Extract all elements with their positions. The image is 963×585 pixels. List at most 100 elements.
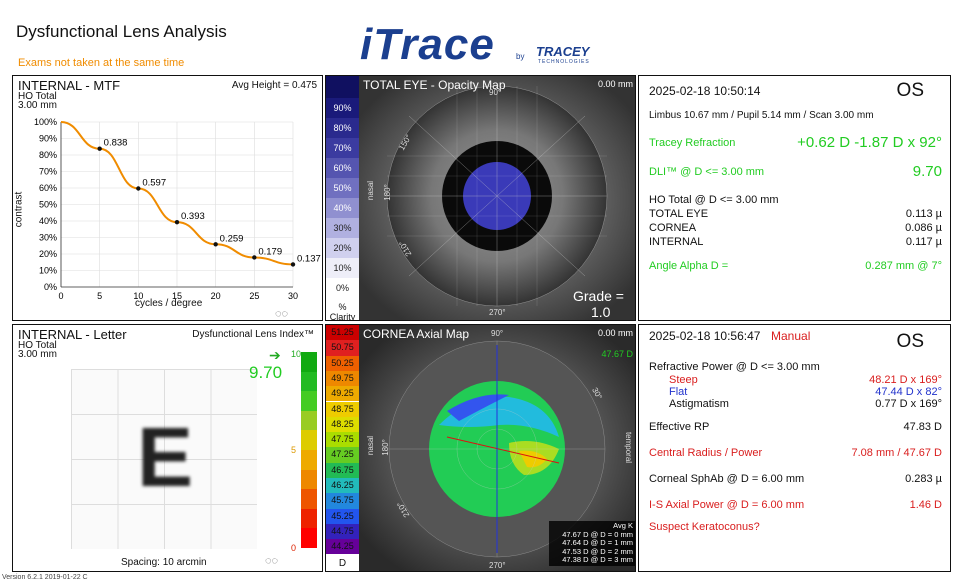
axial-swatch: 48.25 bbox=[326, 416, 359, 433]
x-tick-label: 25 bbox=[249, 291, 259, 301]
axial-angle-180: 180° bbox=[380, 439, 390, 456]
info1-date: 2025-02-18 10:50:14 bbox=[649, 84, 761, 98]
info2-date: 2025-02-18 10:56:47 bbox=[649, 329, 761, 343]
info2-eye: OS bbox=[896, 331, 924, 352]
effective-rp-label: Effective RP bbox=[649, 421, 710, 433]
grade-value: 1.0 bbox=[591, 304, 611, 320]
dli-index-label: Dysfunctional Lens Index™ bbox=[192, 329, 314, 340]
letter-grid: E bbox=[71, 369, 257, 549]
axial-top-right: 47.67 D bbox=[601, 349, 633, 359]
opacity-angle-90: 90° bbox=[489, 88, 502, 97]
itrace-logo: iTrace by TRACEY TECHNOLOGIES bbox=[360, 20, 620, 72]
clarity-scale: 90% 80% 70% 60% 50% 40% 30% 20% 10% 0%% Clarity bbox=[326, 76, 360, 321]
dli-bar-segment bbox=[301, 508, 317, 529]
mtf-chart: 0% 10% 20% 30% 40% 50% 60% 70% 80% 90% 100% 0 5 10 15 2… bbox=[34, 117, 321, 301]
axial-swatch: 45.75 bbox=[326, 493, 359, 509]
axial-angle-270: 270° bbox=[489, 561, 506, 570]
clarity-swatch: 70% bbox=[326, 138, 359, 158]
opacity-angle-180: 180° bbox=[382, 184, 392, 201]
dli-scale-top: 10 bbox=[291, 349, 302, 359]
avgk-line: 47.38 D @ D = 3 mm bbox=[562, 555, 633, 564]
axial-swatch: 45.25 bbox=[326, 508, 359, 524]
x-tick-label: 15 bbox=[172, 291, 182, 301]
flat-label: Flat bbox=[669, 386, 688, 398]
opacity-nasal: nasal bbox=[366, 180, 376, 201]
exam-warning: Exams not taken at the same time bbox=[18, 57, 185, 69]
mtf-data-label: 0.259 bbox=[220, 233, 244, 244]
axial-title: CORNEA Axial Map bbox=[363, 327, 470, 341]
dli-bar-segment bbox=[301, 371, 317, 392]
clarity-foot: Clarity bbox=[329, 312, 356, 321]
info1-eye: OS bbox=[896, 80, 924, 101]
mtf-xlabel: cycles / degree bbox=[135, 298, 203, 309]
y-tick-label: 20% bbox=[39, 249, 57, 259]
logo-text: iTrace bbox=[360, 20, 495, 69]
axial-swatch: 48.75 bbox=[326, 401, 359, 417]
x-tick-label: 5 bbox=[97, 291, 102, 301]
x-tick-label: 0 bbox=[58, 291, 63, 301]
ho-total-label: HO Total @ D <= 3.00 mm bbox=[649, 194, 779, 206]
logo-brand: TRACEY bbox=[536, 44, 590, 59]
mtf-title: INTERNAL - MTF bbox=[18, 78, 121, 93]
angle-alpha-value: 0.287 mm @ 7° bbox=[865, 260, 942, 272]
axial-panel: 51.25 50.75 50.25 49.75 49.25 48.75 48.25 47.75… bbox=[325, 324, 636, 572]
ho-row-2-label: CORNEA bbox=[649, 222, 697, 234]
logo-brand-sub: TECHNOLOGIES bbox=[538, 59, 590, 65]
y-tick-label: 30% bbox=[39, 233, 57, 243]
mtf-data-point bbox=[290, 262, 296, 267]
y-tick-label: 80% bbox=[39, 150, 57, 160]
x-tick-label: 30 bbox=[288, 291, 298, 301]
angle-alpha-label: Angle Alpha D = bbox=[649, 260, 729, 272]
axial-scale: 51.25 50.75 50.25 49.75 49.25 48.75 48.25 47.75… bbox=[326, 325, 360, 571]
axial-nasal: nasal bbox=[366, 435, 376, 456]
avgk-line: 47.53 D @ D = 2 mm bbox=[562, 546, 633, 556]
dli-bar-segment bbox=[301, 469, 317, 490]
mtf-sub2: 3.00 mm bbox=[18, 100, 57, 111]
y-tick-label: 50% bbox=[39, 200, 57, 210]
refractive-power-label: Refractive Power @ D <= 3.00 mm bbox=[649, 361, 820, 373]
avgk-line: 47.64 D @ D = 1 mm bbox=[562, 538, 633, 547]
y-tick-label: 0% bbox=[44, 282, 57, 292]
mtf-data-label: 0.179 bbox=[258, 246, 282, 257]
glasses-icon: ◌◌ bbox=[265, 555, 279, 567]
mtf-sub1: HO Total bbox=[18, 91, 57, 102]
axial-eye-image bbox=[359, 325, 635, 571]
info2-manual: Manual bbox=[771, 329, 811, 343]
ho-row-1-label: TOTAL EYE bbox=[649, 208, 709, 220]
dli-bar-segment bbox=[301, 489, 317, 509]
dli-scale-mid: 5 bbox=[291, 445, 297, 455]
axial-swatch: 51.25 bbox=[326, 325, 359, 341]
flat-value: 47.44 D x 82° bbox=[875, 386, 942, 398]
glasses-icon: ◌◌ bbox=[275, 308, 289, 320]
logo-by: by bbox=[516, 52, 525, 61]
mtf-data-point bbox=[213, 242, 218, 247]
axial-foot: D bbox=[338, 558, 347, 569]
mtf-data-point bbox=[136, 186, 141, 191]
axial-swatch: 50.75 bbox=[326, 340, 359, 356]
y-tick-label: 90% bbox=[39, 134, 57, 144]
is-axial-value: 1.46 D bbox=[909, 499, 942, 511]
clarity-swatch: 20% bbox=[326, 238, 359, 258]
opacity-panel: 90% 80% 70% 60% 50% 40% 30% 20% 10% 0%% Clarity bbox=[325, 75, 636, 321]
clarity-swatch: 10% bbox=[326, 258, 359, 278]
mtf-panel: INTERNAL - MTF Avg Height = 0.475 HO Tot… bbox=[12, 75, 323, 321]
clarity-swatch: 80% bbox=[326, 118, 359, 138]
axial-angle-90: 90° bbox=[491, 329, 504, 338]
astig-value: 0.77 D x 169° bbox=[875, 398, 942, 410]
dli-letter-value: 9.70 bbox=[249, 363, 283, 382]
axial-swatch: 47.25 bbox=[326, 447, 359, 463]
mtf-data-label: 0.838 bbox=[104, 138, 128, 149]
info1-limbus: Limbus 10.67 mm / Pupil 5.14 mm / Scan 3… bbox=[649, 110, 874, 121]
effective-rp-value: 47.83 D bbox=[903, 421, 942, 433]
x-tick-label: 10 bbox=[133, 291, 143, 301]
refraction-value: +0.62 D -1.87 D x 92° bbox=[797, 134, 942, 151]
astig-label: Astigmatism bbox=[669, 398, 729, 410]
clarity-swatch: 0% bbox=[326, 278, 359, 298]
dli-bar-segment bbox=[301, 528, 317, 548]
mtf-data-label: 0.137 bbox=[297, 253, 321, 264]
axial-swatch: 49.25 bbox=[326, 386, 359, 402]
y-tick-label: 10% bbox=[39, 266, 57, 276]
info1-panel: 2025-02-18 10:50:14 OS Limbus 10.67 mm /… bbox=[638, 75, 951, 321]
ho-row-1-value: 0.113 µ bbox=[905, 208, 942, 220]
clarity-swatch: 60% bbox=[326, 158, 359, 178]
